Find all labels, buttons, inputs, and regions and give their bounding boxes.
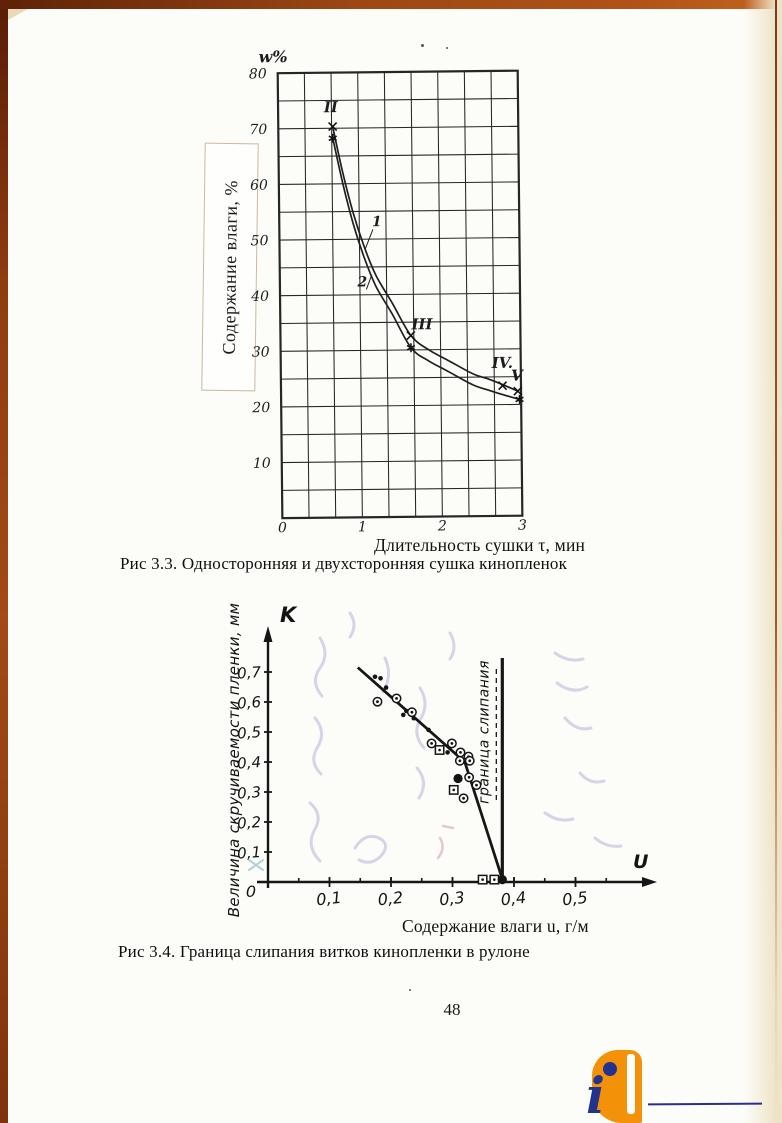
scatter-points (372, 674, 507, 885)
svg-text:10: 10 (253, 456, 271, 472)
svg-text:0,4: 0,4 (500, 888, 527, 910)
svg-text:70: 70 (249, 122, 267, 138)
fig33-xlabel: Длительность сушки τ, мин (374, 535, 586, 555)
library-logo: i (585, 1045, 775, 1123)
svg-text:K: K (280, 603, 298, 627)
svg-text:0: 0 (246, 882, 256, 901)
speck (446, 47, 448, 49)
logo-icon (592, 1050, 642, 1123)
fig34-ylabel-handwritten: Величина скручиваемости пленки, мм (225, 603, 243, 917)
svg-text:0,3: 0,3 (237, 783, 262, 803)
svg-text:0,6: 0,6 (237, 693, 262, 713)
logo-letter-i: i (586, 1066, 605, 1123)
speck (409, 989, 411, 991)
page-edge-right-line (775, 0, 777, 1123)
grid (276, 69, 524, 520)
svg-text:0,1: 0,1 (237, 843, 262, 863)
svg-text:3: 3 (518, 518, 527, 534)
svg-text:0,5: 0,5 (561, 888, 588, 910)
page-number: 48 (443, 1000, 461, 1019)
fig33-caption: Рис 3.3. Односторонняя и двухсторонняя с… (120, 554, 568, 573)
svg-text:0,7: 0,7 (237, 663, 263, 683)
svg-text:50: 50 (251, 233, 269, 249)
sticking-boundary: граница слипания (476, 658, 504, 882)
svg-text:w%: w% (258, 47, 287, 66)
svg-text:III: III (410, 315, 433, 333)
axes: K U 0 (246, 603, 657, 901)
svg-text:V: V (511, 366, 524, 384)
logo-underline (647, 1102, 763, 1106)
svg-text:40: 40 (250, 289, 269, 305)
speck (421, 44, 424, 47)
svg-text:граница слипания: граница слипания (476, 660, 492, 804)
svg-text:0,4: 0,4 (237, 753, 262, 773)
svg-text:0,1: 0,1 (315, 888, 342, 910)
svg-text:1: 1 (358, 519, 367, 535)
svg-text:2: 2 (356, 274, 367, 290)
fig34-xlabel: Содержание влаги u, г/м (402, 916, 589, 936)
svg-text:60: 60 (250, 178, 268, 194)
bleed-through-marks (248, 611, 623, 871)
data-point-markers (328, 121, 524, 404)
svg-text:II: II (323, 98, 339, 116)
svg-text:0,5: 0,5 (237, 723, 262, 743)
axis-tick-labels: 10 20 30 40 50 60 70 80 0 1 2 3 w% (249, 47, 527, 536)
book-edge-left (0, 0, 8, 1123)
logo-slot (627, 1054, 635, 1114)
svg-text:U: U (633, 851, 649, 873)
svg-text:0,3: 0,3 (438, 888, 465, 910)
svg-text:80: 80 (249, 66, 267, 82)
svg-text:30: 30 (252, 344, 270, 360)
logo-dot (603, 1062, 617, 1076)
book-edge-top (0, 0, 782, 9)
svg-text:0,2: 0,2 (237, 813, 262, 833)
svg-text:1: 1 (372, 214, 382, 230)
tick-labels: 0,1 0,2 0,3 0,4 0,5 0,6 0,7 0,1 0,2 0,3 0,4 0,5 (237, 663, 608, 910)
svg-text:20: 20 (251, 400, 270, 416)
svg-text:0: 0 (278, 520, 287, 536)
page-fold-corner (8, 9, 28, 20)
fig34-caption: Рис 3.4. Граница слипания витков кинопле… (118, 942, 530, 961)
svg-text:0,2: 0,2 (377, 888, 404, 910)
svg-text:2: 2 (437, 518, 447, 534)
svg-text:IV.: IV. (491, 354, 513, 372)
